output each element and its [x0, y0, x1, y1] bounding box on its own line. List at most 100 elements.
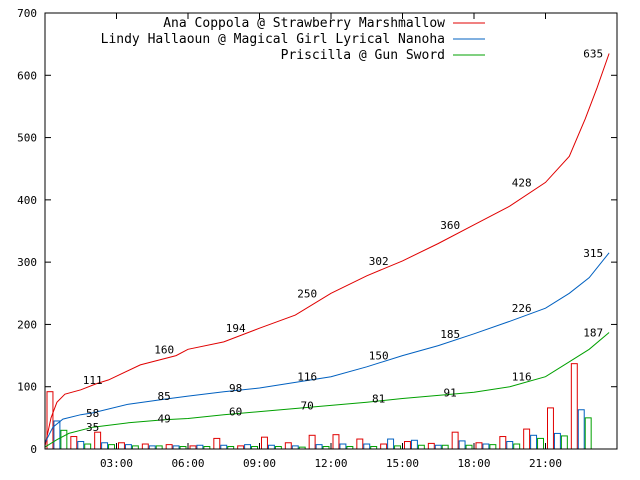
data-label: 35 [86, 421, 99, 434]
x-tick-label: 15:00 [386, 457, 419, 470]
histogram-bar [523, 428, 531, 450]
histogram-bar [363, 443, 371, 450]
data-label: 116 [297, 371, 317, 384]
y-tick-label: 300 [17, 256, 37, 269]
histogram-bar [537, 437, 544, 450]
histogram-bar [451, 431, 459, 450]
data-label: 81 [372, 393, 385, 406]
y-tick-label: 500 [17, 132, 37, 145]
x-tick-label: 12:00 [314, 457, 347, 470]
data-label: 160 [154, 343, 174, 356]
data-label: 150 [369, 350, 389, 363]
histogram-bar [339, 443, 347, 450]
series-lines [44, 53, 610, 448]
x-tick-label: 03:00 [100, 457, 133, 470]
y-tick-label: 0 [30, 443, 37, 456]
histogram-bar [577, 409, 585, 450]
histogram-bar [547, 407, 554, 450]
data-label: 58 [86, 407, 99, 420]
legend-label: Lindy Hallaoun @ Magical Girl Lyrical Na… [101, 32, 445, 47]
series-line [44, 53, 610, 447]
data-label: 116 [512, 371, 532, 384]
data-labels: 111 160 194 250 302 360 428 635 58 85 98 116 150 185 2… [83, 47, 603, 434]
histogram-bar [315, 444, 323, 450]
data-label: 60 [229, 406, 242, 419]
histogram-bar [165, 444, 173, 450]
axes: 0 100 200 300 400 500 600 700 03:00 06:00 09:00 12:… [17, 7, 617, 470]
histogram-bar [70, 436, 78, 450]
data-label: 85 [158, 390, 171, 403]
histogram-bar [465, 444, 473, 450]
histogram-bar [356, 438, 364, 450]
y-tick-label: 400 [17, 194, 37, 207]
histogram-bar [108, 444, 116, 450]
histogram-bar [584, 417, 592, 450]
data-label: 250 [297, 287, 317, 300]
histogram-bar [387, 438, 395, 450]
data-label: 194 [226, 322, 246, 335]
histogram-bar [141, 443, 149, 450]
histogram-bar [101, 442, 109, 450]
data-label: 428 [512, 176, 532, 189]
histogram-bar [410, 439, 418, 450]
histogram-bar [213, 437, 221, 450]
data-label: 98 [229, 382, 242, 395]
histogram-bar [308, 434, 316, 450]
y-tick-label: 600 [17, 69, 37, 82]
histogram-bar [417, 444, 425, 450]
histogram-bar [220, 444, 228, 450]
x-tick-label: 21:00 [529, 457, 562, 470]
histogram-bar [506, 441, 514, 450]
data-label: 70 [301, 399, 314, 412]
histogram-bar [284, 442, 292, 450]
histogram-bar [434, 444, 442, 450]
legend-label: Ana Coppola @ Strawberry Marshmallow [163, 16, 445, 31]
data-label: 187 [583, 327, 603, 340]
data-label: 315 [583, 247, 603, 260]
histogram-bar [482, 443, 490, 450]
y-tick-label: 200 [17, 318, 37, 331]
histogram-bar [77, 441, 85, 450]
histogram-bar [196, 444, 204, 450]
x-tick-label: 09:00 [243, 457, 276, 470]
histogram-bar [60, 429, 68, 450]
histogram-bar [84, 443, 92, 450]
legend: Ana Coppola @ Strawberry MarshmallowLind… [101, 16, 485, 63]
histogram-bar [380, 443, 388, 450]
histogram-bar [553, 432, 561, 450]
data-label: 635 [583, 47, 603, 60]
histogram-bar [458, 440, 466, 450]
histogram-bar [124, 444, 132, 450]
histogram-bar [570, 363, 578, 450]
series-line [44, 332, 610, 448]
data-label: 360 [440, 219, 460, 232]
data-label: 302 [369, 255, 389, 268]
data-label: 91 [444, 386, 457, 399]
x-tick-label: 06:00 [171, 457, 204, 470]
histogram-bar [530, 434, 538, 450]
histogram-bar [261, 436, 268, 450]
histogram-bar [404, 441, 411, 450]
series-line [44, 252, 610, 444]
histogram-bar [560, 435, 568, 450]
histogram-bar [489, 444, 497, 450]
histogram-bar [94, 431, 102, 450]
histogram-bar [332, 434, 340, 450]
histogram-bar [475, 442, 483, 450]
histogram-bar [118, 442, 125, 450]
y-tick-label: 700 [17, 7, 37, 20]
histogram-bar [513, 443, 521, 450]
histogram-bar [499, 436, 507, 450]
histogram-bar [427, 442, 435, 450]
data-label: 185 [440, 328, 460, 341]
data-label: 49 [158, 412, 171, 425]
x-tick-label: 18:00 [457, 457, 490, 470]
histogram-bar [441, 444, 449, 450]
histogram-bar [244, 444, 252, 450]
data-label: 111 [83, 374, 103, 387]
histogram-bar [267, 444, 275, 450]
y-tick-label: 100 [17, 381, 37, 394]
legend-label: Priscilla @ Gun Sword [281, 48, 445, 63]
data-label: 226 [512, 302, 532, 315]
